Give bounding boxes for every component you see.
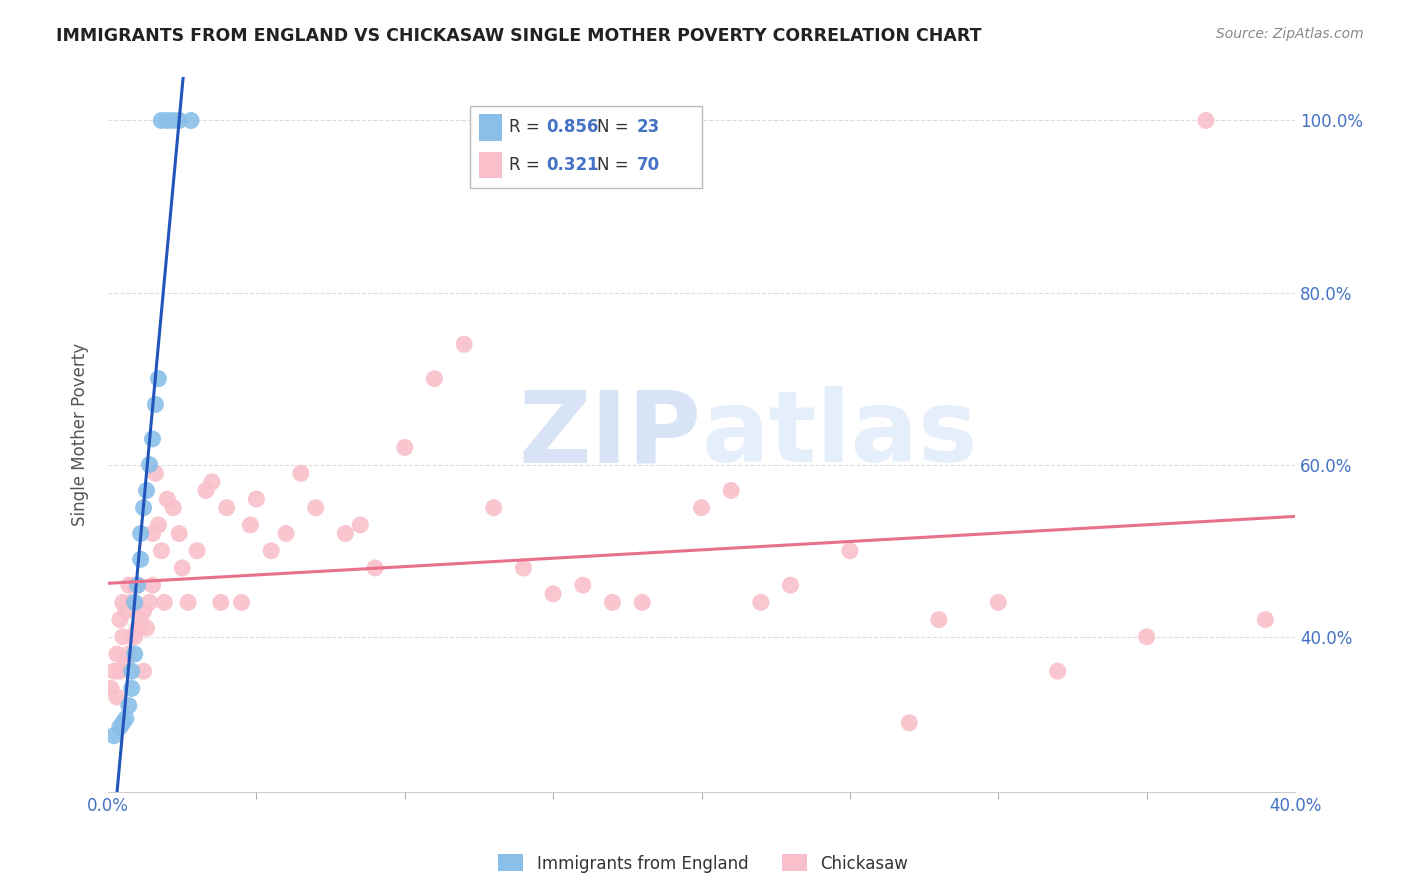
Point — [364, 561, 387, 575]
Text: IMMIGRANTS FROM ENGLAND VS CHICKASAW SINGLE MOTHER POVERTY CORRELATION CHART: IMMIGRANTS FROM ENGLAND VS CHICKASAW SIN… — [56, 27, 981, 45]
Point — [129, 613, 152, 627]
Point — [135, 483, 157, 498]
Point — [928, 613, 950, 627]
Point — [103, 729, 125, 743]
Point — [121, 664, 143, 678]
Point — [135, 621, 157, 635]
Point — [1046, 664, 1069, 678]
Text: atlas: atlas — [702, 386, 979, 483]
Point — [118, 698, 141, 713]
Point — [260, 543, 283, 558]
Point — [512, 561, 534, 575]
Point — [394, 441, 416, 455]
Point — [167, 526, 190, 541]
Point — [148, 517, 170, 532]
Point — [124, 578, 146, 592]
Point — [194, 483, 217, 498]
Point — [898, 715, 921, 730]
Point — [124, 647, 146, 661]
Point — [156, 113, 179, 128]
Point — [720, 483, 742, 498]
Point — [111, 595, 134, 609]
Point — [290, 467, 312, 481]
Point — [129, 526, 152, 541]
Text: ZIP: ZIP — [519, 386, 702, 483]
Point — [987, 595, 1010, 609]
Point — [541, 587, 564, 601]
Point — [145, 397, 167, 411]
Point — [1254, 613, 1277, 627]
Point — [114, 604, 136, 618]
Point — [121, 595, 143, 609]
Point — [108, 720, 131, 734]
Point — [118, 647, 141, 661]
Point — [105, 647, 128, 661]
Point — [305, 500, 328, 515]
Point — [423, 371, 446, 385]
Legend: Immigrants from England, Chickasaw: Immigrants from England, Chickasaw — [492, 847, 914, 880]
Point — [148, 371, 170, 385]
Point — [209, 595, 232, 609]
Point — [121, 630, 143, 644]
Point — [114, 712, 136, 726]
Point — [127, 621, 149, 635]
Point — [114, 656, 136, 670]
Point — [274, 526, 297, 541]
Point — [177, 595, 200, 609]
Point — [245, 492, 267, 507]
Point — [118, 578, 141, 592]
Point — [162, 500, 184, 515]
Y-axis label: Single Mother Poverty: Single Mother Poverty — [72, 343, 89, 526]
Point — [111, 715, 134, 730]
Point — [153, 595, 176, 609]
Point — [186, 543, 208, 558]
Point — [167, 113, 190, 128]
Point — [108, 613, 131, 627]
Point — [1195, 113, 1218, 128]
Point — [838, 543, 860, 558]
Point — [779, 578, 801, 592]
Point — [215, 500, 238, 515]
Point — [201, 475, 224, 489]
Point — [141, 432, 163, 446]
Point — [108, 664, 131, 678]
Point — [572, 578, 595, 592]
Point — [127, 578, 149, 592]
Point — [141, 526, 163, 541]
Point — [145, 467, 167, 481]
Point — [100, 681, 122, 696]
Point — [105, 690, 128, 704]
Point — [121, 681, 143, 696]
Point — [602, 595, 624, 609]
Point — [124, 595, 146, 609]
Point — [172, 561, 194, 575]
Text: Source: ZipAtlas.com: Source: ZipAtlas.com — [1216, 27, 1364, 41]
Point — [749, 595, 772, 609]
Point — [349, 517, 371, 532]
Point — [132, 500, 155, 515]
Point — [150, 113, 173, 128]
Point — [690, 500, 713, 515]
Point — [156, 492, 179, 507]
Point — [231, 595, 253, 609]
Point — [111, 630, 134, 644]
Point — [631, 595, 654, 609]
Point — [239, 517, 262, 532]
Point — [335, 526, 357, 541]
Point — [141, 578, 163, 592]
Point — [162, 113, 184, 128]
Point — [482, 500, 505, 515]
Point — [453, 337, 475, 351]
Point — [127, 578, 149, 592]
Point — [138, 595, 160, 609]
Point — [103, 664, 125, 678]
Point — [132, 604, 155, 618]
Point — [180, 113, 202, 128]
Point — [150, 543, 173, 558]
Point — [129, 552, 152, 566]
Point — [132, 664, 155, 678]
Point — [1136, 630, 1159, 644]
Point — [124, 630, 146, 644]
Point — [138, 458, 160, 472]
